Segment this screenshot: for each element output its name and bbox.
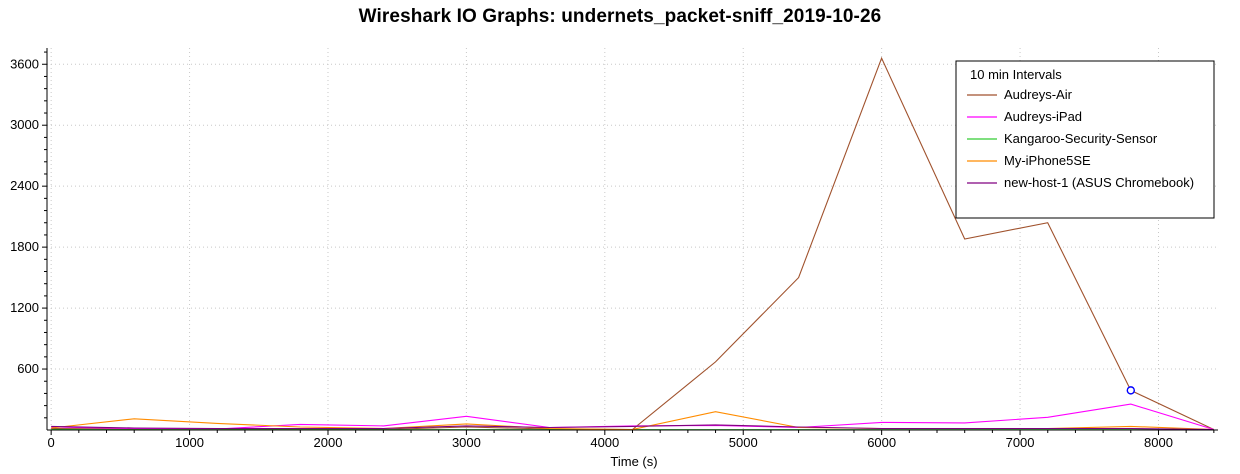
- y-tick-label: 3600: [10, 56, 39, 71]
- x-tick-label: 3000: [452, 435, 481, 450]
- legend: 10 min Intervals Audreys-Air Audreys-iPad K…: [955, 60, 1215, 219]
- y-tick-label: 1200: [10, 300, 39, 315]
- y-tick-label: 2400: [10, 178, 39, 193]
- legend-entry-label: Audreys-iPad: [1004, 109, 1082, 124]
- legend-entry-label: My-iPhone5SE: [1004, 153, 1091, 168]
- x-tick-label: 1000: [175, 435, 204, 450]
- legend-entry-label: Audreys-Air: [1004, 87, 1073, 102]
- legend-entry-label: new-host-1 (ASUS Chromebook): [1004, 175, 1194, 190]
- series-line: [51, 424, 1214, 431]
- x-tick-label: 5000: [729, 435, 758, 450]
- legend-box: [955, 60, 1215, 219]
- x-tick-label: 0: [48, 435, 55, 450]
- x-tick-label: 7000: [1006, 435, 1035, 450]
- legend-entry-label: Kangaroo-Security-Sensor: [1004, 131, 1158, 146]
- y-tick-label: 600: [17, 361, 39, 376]
- x-axis-title: Time (s): [610, 454, 657, 469]
- x-tick-label: 2000: [314, 435, 343, 450]
- x-tick-label: 8000: [1144, 435, 1173, 450]
- x-tick-label: 6000: [867, 435, 896, 450]
- x-tick-label: 4000: [590, 435, 619, 450]
- axes: 0 1000 2000 3000 4000 5000 6000 7000 8000 600 1200…: [10, 48, 1218, 450]
- y-tick-label: 1800: [10, 239, 39, 254]
- y-tick-label: 3000: [10, 117, 39, 132]
- series-line: [51, 403, 1214, 431]
- legend-title: 10 min Intervals: [970, 67, 1062, 82]
- selected-point-marker: [1126, 386, 1135, 395]
- chart-title: Wireshark IO Graphs: undernets_packet-sn…: [358, 6, 882, 27]
